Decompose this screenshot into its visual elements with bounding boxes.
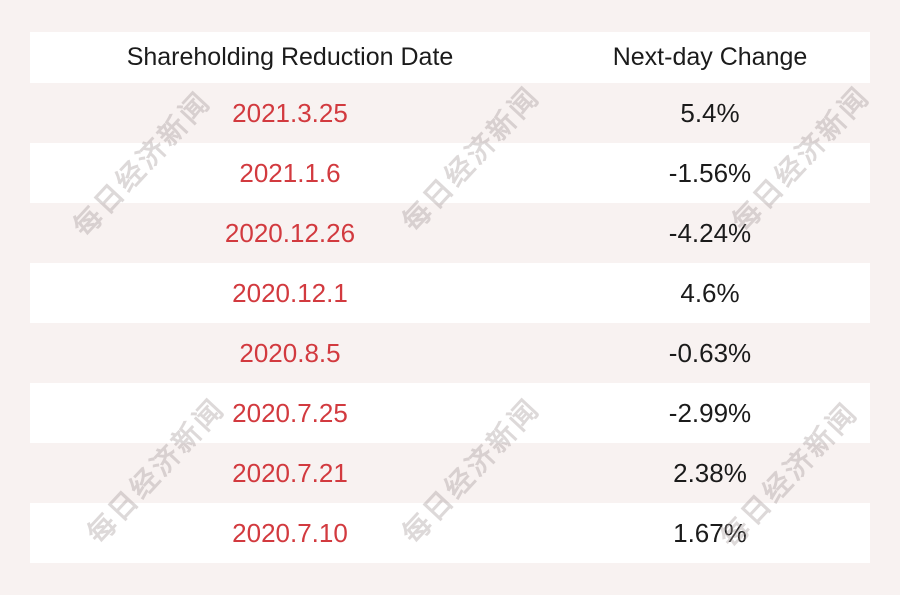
reduction-date-cell: 2020.7.10: [232, 517, 348, 548]
reduction-date-cell: 2021.3.25: [232, 97, 348, 128]
reduction-date-cell: 2020.12.26: [224, 217, 356, 248]
table-row: 2020.7.10 1.67%: [30, 503, 870, 563]
table-row: 2021.3.25 5.4%: [30, 83, 870, 143]
table-row: 2020.7.21 2.38%: [30, 443, 870, 503]
next-day-change-cell: -1.56%: [668, 157, 752, 188]
next-day-change-cell: 2.38%: [673, 457, 747, 488]
table-row: 2020.12.1 4.6%: [30, 263, 870, 323]
next-day-change-cell: 1.67%: [673, 517, 747, 548]
table-header-row: Shareholding Reduction Date Next-day Cha…: [30, 32, 870, 83]
next-day-change-cell: 4.6%: [680, 277, 740, 308]
reduction-date-cell: 2020.7.21: [232, 457, 348, 488]
next-day-change-cell: -0.63%: [668, 337, 752, 368]
column-header-shareholding-reduction-date: Shareholding Reduction Date: [126, 43, 454, 71]
next-day-change-cell: -2.99%: [668, 397, 752, 428]
table-row: 2021.1.6 -1.56%: [30, 143, 870, 203]
table-row: 2020.12.26 -4.24%: [30, 203, 870, 263]
table-row: 2020.7.25 -2.99%: [30, 383, 870, 443]
reduction-date-cell: 2020.7.25: [232, 397, 348, 428]
next-day-change-cell: 5.4%: [680, 97, 740, 128]
column-header-next-day-change: Next-day Change: [612, 43, 808, 71]
table-body: 2021.3.25 5.4% 2021.1.6 -1.56% 2020.12.2…: [30, 83, 870, 563]
reduction-date-cell: 2020.8.5: [239, 337, 341, 368]
next-day-change-cell: -4.24%: [668, 217, 752, 248]
reduction-date-cell: 2021.1.6: [239, 157, 341, 188]
table-row: 2020.8.5 -0.63%: [30, 323, 870, 383]
reduction-date-cell: 2020.12.1: [232, 277, 348, 308]
shareholding-table: Shareholding Reduction Date Next-day Cha…: [30, 32, 870, 563]
